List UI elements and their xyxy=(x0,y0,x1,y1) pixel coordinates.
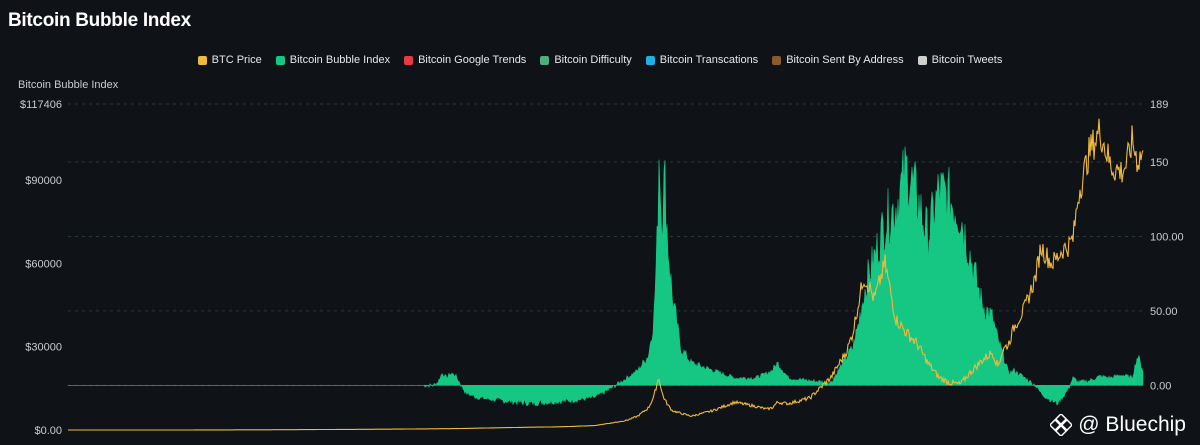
legend-swatch xyxy=(404,55,414,65)
legend-label: Bitcoin Tweets xyxy=(931,54,1003,66)
legend-item[interactable]: BTC Price xyxy=(197,54,262,66)
left-tick-label: $60000 xyxy=(25,258,62,270)
chart-legend: BTC Price Bitcoin Bubble Index Bitcoin Goo… xyxy=(0,54,1200,66)
legend-label: Bitcoin Sent By Address xyxy=(786,54,904,66)
legend-item[interactable]: Bitcoin Transcations xyxy=(645,54,759,66)
bluechip-logo-icon xyxy=(1050,414,1073,436)
left-tick-label: $30000 xyxy=(25,342,62,354)
legend-item[interactable]: Bitcoin Sent By Address xyxy=(772,54,904,66)
series-bubble-index-area xyxy=(67,146,1144,407)
series-btc-price-line xyxy=(68,118,1144,431)
legend-label: Bitcoin Difficulty xyxy=(554,54,632,66)
legend-swatch xyxy=(540,55,550,65)
legend-label: Bitcoin Bubble Index xyxy=(289,54,391,66)
legend-label: Bitcoin Google Trends xyxy=(418,54,527,66)
watermark: @ Bluechip xyxy=(1050,413,1186,437)
legend-item[interactable]: Bitcoin Tweets xyxy=(917,54,1003,66)
legend-swatch xyxy=(275,55,285,65)
right-tick-label: 0.00 xyxy=(1150,380,1171,392)
left-tick-label: $90000 xyxy=(25,175,62,187)
legend-swatch xyxy=(197,55,207,65)
right-tick-label: 50.00 xyxy=(1150,306,1178,318)
page-title: Bitcoin Bubble Index xyxy=(8,10,191,31)
legend-swatch xyxy=(917,55,927,65)
legend-label: Bitcoin Transcations xyxy=(659,54,759,66)
legend-item[interactable]: Bitcoin Difficulty xyxy=(540,54,632,66)
watermark-text: @ Bluechip xyxy=(1078,413,1186,436)
legend-label: BTC Price xyxy=(211,54,262,66)
right-tick-label: 150 xyxy=(1150,157,1168,169)
legend-swatch xyxy=(772,55,782,65)
left-tick-label: $0.00 xyxy=(34,425,62,437)
legend-item[interactable]: Bitcoin Google Trends xyxy=(404,54,526,66)
left-tick-label: $117406 xyxy=(20,99,62,111)
legend-swatch xyxy=(645,55,655,65)
y-axis-title: Bitcoin Bubble Index xyxy=(18,79,119,91)
right-tick-label: 100.00 xyxy=(1150,231,1184,243)
legend-item[interactable]: Bitcoin Bubble Index xyxy=(275,54,391,66)
right-tick-label: 189 xyxy=(1150,99,1168,111)
